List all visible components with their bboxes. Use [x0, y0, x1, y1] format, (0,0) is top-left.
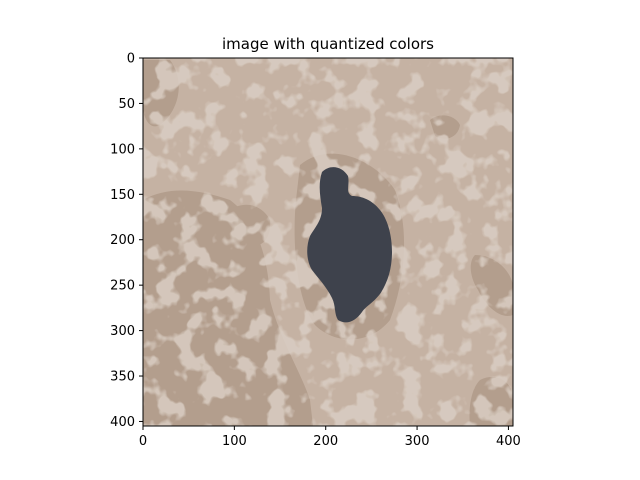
y-tick-label: 400 — [110, 415, 135, 430]
x-tick-label: 400 — [496, 434, 521, 449]
y-tick-label: 250 — [110, 279, 135, 294]
x-tick-label: 300 — [405, 434, 430, 449]
y-tick-label: 150 — [110, 188, 135, 203]
y-tick-label: 300 — [110, 324, 135, 339]
x-tick-label: 200 — [313, 434, 338, 449]
y-axis: 0 50 100 150 200 250 300 350 400 — [110, 52, 143, 430]
lesion-region — [307, 167, 392, 323]
image-area — [143, 58, 513, 426]
y-tick-label: 200 — [110, 233, 135, 248]
x-tick-label: 100 — [222, 434, 247, 449]
y-tick-label: 350 — [110, 370, 135, 385]
y-tick-label: 50 — [118, 97, 135, 112]
y-tick-label: 0 — [127, 52, 135, 67]
x-tick-label: 0 — [139, 434, 147, 449]
x-axis: 0 100 200 300 400 — [139, 426, 521, 449]
chart-title: image with quantized colors — [222, 35, 434, 53]
y-tick-label: 100 — [110, 142, 135, 157]
axes-frame — [142, 57, 514, 427]
